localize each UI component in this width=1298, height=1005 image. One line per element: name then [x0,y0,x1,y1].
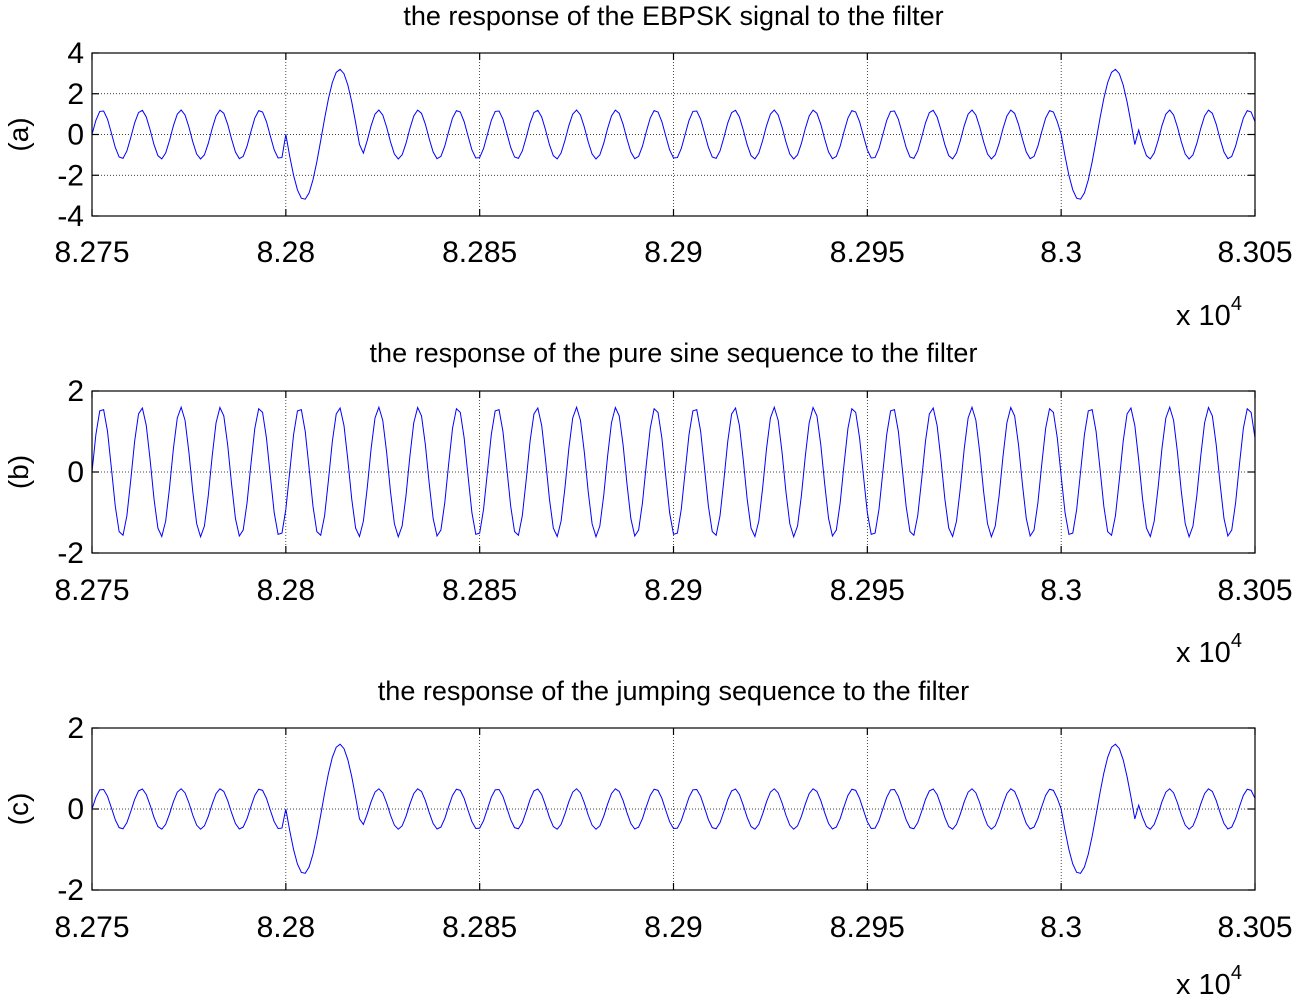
y-tick-label: -2 [57,159,84,192]
x-tick-label: 8.295 [830,236,905,269]
x-tick-label: 8.3 [1040,574,1082,607]
x-tick-label: 8.275 [54,574,129,607]
x-tick-label: 8.285 [442,911,517,944]
series-line [91,405,1256,539]
x-exponent-base: x 10 [1176,969,1231,1000]
y-axis-label: (c) [3,793,34,826]
chart-title: the response of the jumping sequence to … [378,676,969,706]
y-tick-label: 2 [67,712,84,745]
y-tick-label: -2 [57,874,84,907]
x-exponent-base: x 10 [1176,637,1231,669]
x-tick-label: 8.275 [54,911,129,944]
y-tick-label: -2 [57,537,84,570]
x-tick-label: 8.285 [442,236,517,269]
x-tick-label: 8.3 [1040,911,1082,944]
y-tick-label: 4 [67,37,84,70]
x-tick-label: 8.295 [830,911,905,944]
y-tick-label: 2 [67,78,84,111]
x-tick-label: 8.305 [1217,236,1292,269]
x-tick-label: 8.305 [1217,574,1292,607]
y-axis-label: (b) [3,455,34,489]
chart-title: the response of the pure sine sequence t… [370,338,978,368]
x-exponent-power: 4 [1231,293,1242,315]
series-line [91,743,1256,874]
y-axis-label: (a) [3,117,34,151]
y-tick-label: -4 [57,200,84,233]
x-tick-label: 8.3 [1040,236,1082,269]
x-exponent-power: 4 [1231,630,1242,652]
x-exponent-label: x 104 [1176,293,1242,332]
subplot-2: the response of the pure sine sequence t… [3,338,1293,669]
x-tick-label: 8.295 [830,574,905,607]
x-tick-label: 8.305 [1217,911,1292,944]
y-tick-label: 2 [67,375,84,408]
chart-title: the response of the EBPSK signal to the … [403,1,943,31]
series-line [91,68,1256,200]
x-tick-label: 8.28 [257,574,315,607]
subplot-3: the response of the jumping sequence to … [3,676,1293,1001]
subplot-1: the response of the EBPSK signal to the … [3,1,1293,332]
x-tick-label: 8.29 [644,236,702,269]
x-tick-label: 8.29 [644,574,702,607]
y-tick-label: 0 [67,119,84,152]
x-exponent-base: x 10 [1176,300,1231,332]
x-tick-label: 8.285 [442,574,517,607]
x-exponent-power: 4 [1231,962,1242,984]
x-tick-label: 8.28 [257,236,315,269]
x-tick-label: 8.275 [54,236,129,269]
x-tick-label: 8.29 [644,911,702,944]
x-exponent-label: x 104 [1176,630,1242,669]
y-tick-label: 0 [67,793,84,826]
x-tick-label: 8.28 [257,911,315,944]
x-exponent-label: x 104 [1176,962,1242,1000]
y-tick-label: 0 [67,456,84,489]
